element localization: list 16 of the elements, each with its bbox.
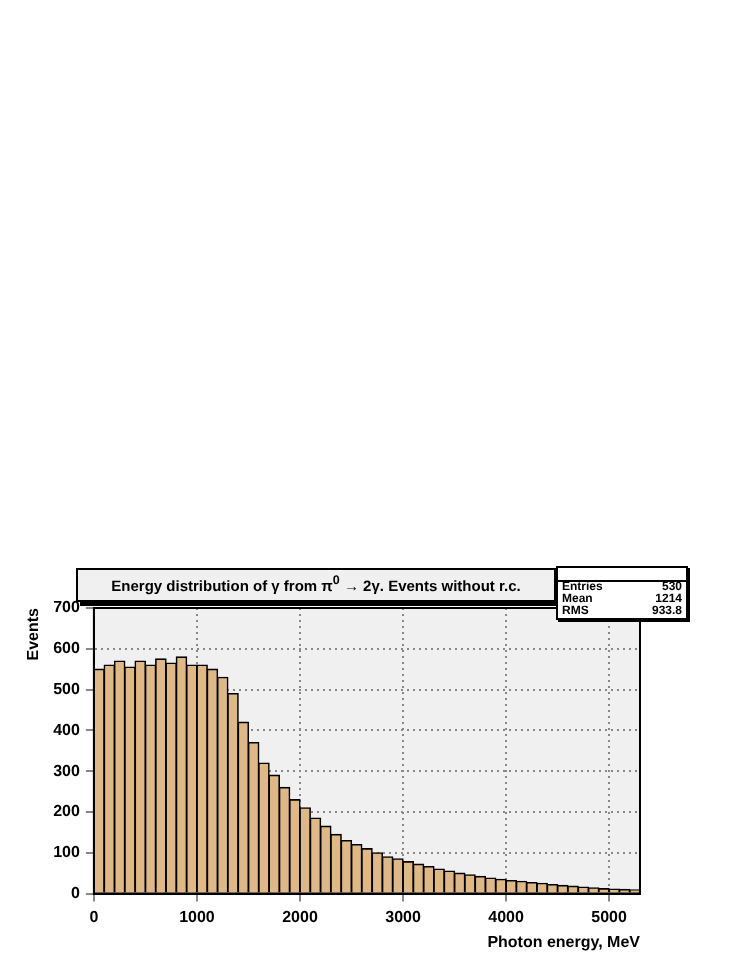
x-tick-label: 4000 xyxy=(488,907,525,926)
y-axis-title: Events xyxy=(24,606,43,661)
y-tick-label: 200 xyxy=(53,802,81,821)
x-axis-title: Photon energy, MeV xyxy=(487,932,642,951)
x-tick-label: 0 xyxy=(89,907,100,926)
x-tick-label: 3000 xyxy=(385,907,422,926)
y-tick-label: 400 xyxy=(53,720,81,739)
x-tick-label: 1000 xyxy=(179,907,216,926)
y-tick-label: 700 xyxy=(53,598,81,617)
x-tick-label: 5000 xyxy=(591,907,628,926)
y-tick-label: 0 xyxy=(70,884,81,903)
y-tick-label: 600 xyxy=(53,639,81,658)
y-tick-label: 300 xyxy=(53,761,81,780)
y-tick-label: 100 xyxy=(53,843,81,862)
y-tick-label: 500 xyxy=(53,680,81,699)
x-tick-label: 2000 xyxy=(282,907,319,926)
